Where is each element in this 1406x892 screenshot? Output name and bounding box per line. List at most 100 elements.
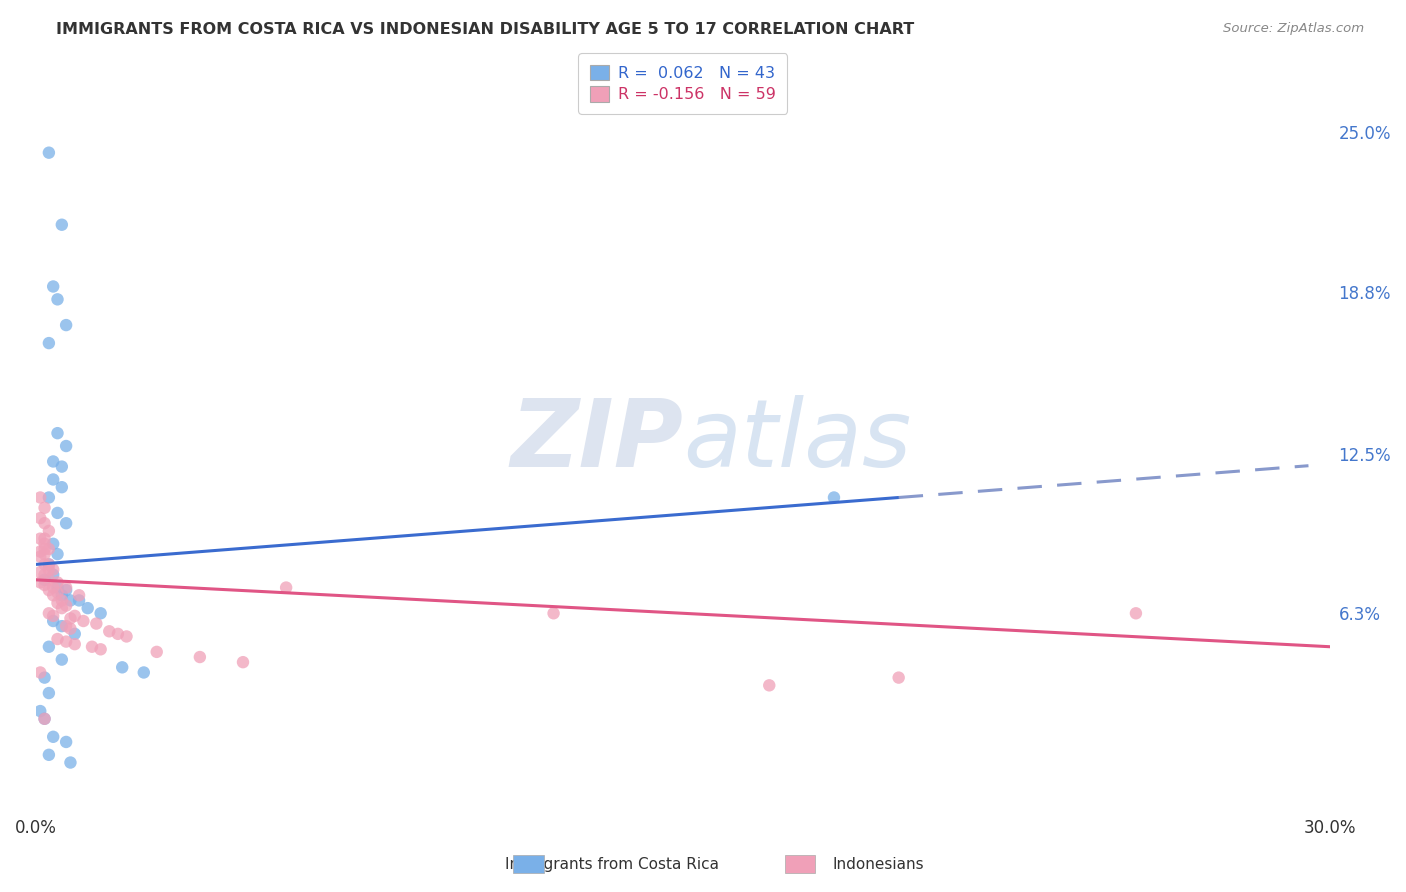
Point [59,611,82,625]
Point [107,627,129,641]
Point [46,426,69,441]
Point [55,318,77,332]
Point [55,735,77,749]
Point [63,637,86,651]
Point [38,640,60,654]
Point [42,614,65,628]
Point [38,336,60,351]
Point [34,712,56,726]
Point [42,730,65,744]
Point [55,439,77,453]
Point [115,630,138,644]
Point [55,516,77,531]
Point [51,459,73,474]
Point [46,632,69,646]
Point [90,642,112,657]
Point [30,665,52,680]
Point [51,218,73,232]
Point [42,473,65,487]
Point [46,547,69,561]
Point [63,627,86,641]
Point [51,480,73,494]
Point [38,145,60,160]
Point [34,537,56,551]
Point [38,747,60,762]
Text: Source: ZipAtlas.com: Source: ZipAtlas.com [1223,22,1364,36]
Point [80,640,103,654]
Point [42,608,65,623]
Point [46,575,69,590]
Point [30,575,52,590]
Point [38,524,60,538]
Point [111,660,134,674]
Point [55,581,77,595]
Point [72,614,94,628]
Point [38,583,60,598]
Point [59,622,82,636]
Point [34,500,56,515]
Point [59,593,82,607]
Point [34,558,56,572]
Point [67,588,90,602]
Point [38,491,60,505]
Point [34,547,56,561]
Point [59,756,82,770]
Point [51,652,73,666]
Point [42,279,65,293]
Point [34,573,56,587]
Point [34,712,56,726]
Point [55,599,77,613]
Point [34,567,56,582]
Point [34,516,56,531]
Point [38,562,60,576]
Point [55,583,77,598]
Point [38,607,60,621]
Point [46,585,69,599]
Point [1125,607,1147,621]
Text: ZIP: ZIP [510,395,683,487]
Point [34,541,56,556]
Text: atlas: atlas [683,395,911,486]
Point [38,573,60,587]
Point [30,549,52,564]
Point [823,491,845,505]
Point [30,491,52,505]
Point [42,581,65,595]
Point [46,506,69,520]
Point [42,454,65,468]
Point [51,588,73,602]
Point [42,537,65,551]
Point [42,588,65,602]
Point [42,562,65,576]
Point [46,581,69,595]
Point [543,607,565,621]
Point [55,619,77,633]
Point [46,596,69,610]
Point [30,565,52,579]
Text: Indonesians: Indonesians [832,857,925,872]
Point [758,678,780,692]
Point [38,558,60,572]
Text: Immigrants from Costa Rica: Immigrants from Costa Rica [505,857,718,872]
Point [145,645,167,659]
Point [30,511,52,525]
Point [38,686,60,700]
Point [887,671,910,685]
Point [34,578,56,592]
Point [132,665,155,680]
Point [42,567,65,582]
Point [34,671,56,685]
Point [30,532,52,546]
Point [51,619,73,633]
Point [86,616,108,631]
Point [38,558,60,572]
Point [90,607,112,621]
Legend: R =  0.062   N = 43, R = -0.156   N = 59: R = 0.062 N = 43, R = -0.156 N = 59 [578,54,787,113]
Point [76,601,98,615]
Point [51,593,73,607]
Point [34,532,56,546]
Point [67,593,90,607]
Point [38,541,60,556]
Text: IMMIGRANTS FROM COSTA RICA VS INDONESIAN DISABILITY AGE 5 TO 17 CORRELATION CHAR: IMMIGRANTS FROM COSTA RICA VS INDONESIAN… [56,22,914,37]
Point [30,544,52,558]
